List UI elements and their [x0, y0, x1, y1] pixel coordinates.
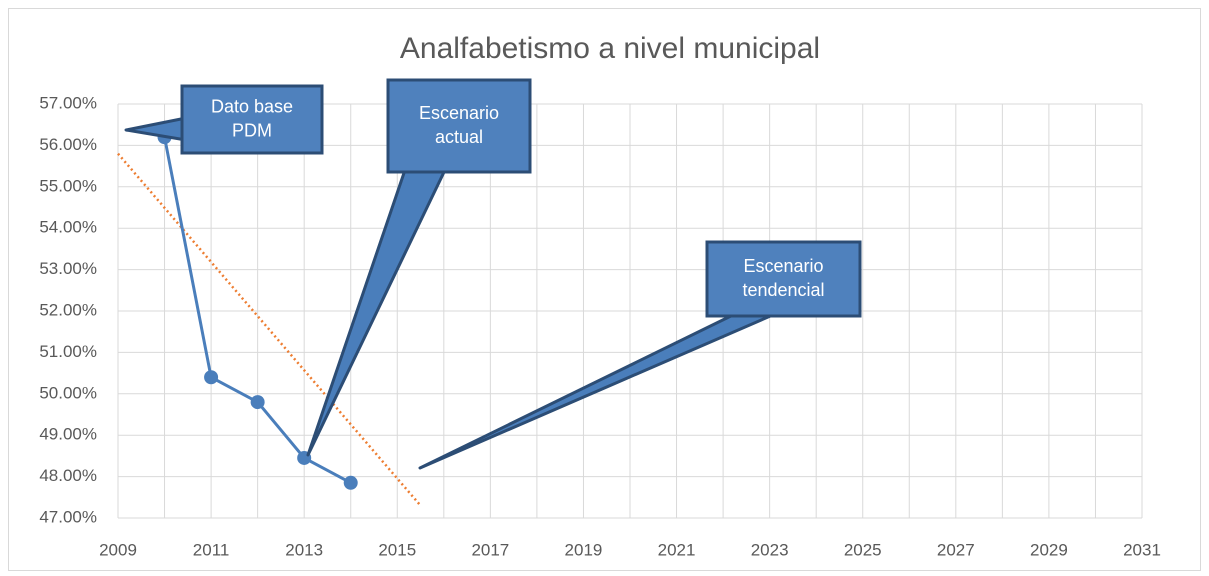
x-tick-label: 2029	[1030, 540, 1068, 559]
callouts: Dato base PDM Escenario actual Escenario tend…	[124, 78, 862, 470]
callout-text: Escenario	[743, 256, 823, 276]
data-point	[204, 370, 219, 385]
y-tick-label: 56.00%	[39, 135, 97, 154]
callout-box	[705, 240, 862, 318]
callout-box	[180, 84, 324, 155]
callout-text: tendencial	[742, 280, 824, 300]
x-tick-label: 2023	[751, 540, 789, 559]
y-tick-label: 55.00%	[39, 176, 97, 195]
y-tick-label: 50.00%	[39, 383, 97, 402]
callout: Escenario actual	[306, 78, 532, 457]
trendline	[117, 152, 422, 507]
x-tick-label: 2031	[1123, 540, 1161, 559]
x-tick-label: 2017	[471, 540, 509, 559]
x-tick-label: 2027	[937, 540, 975, 559]
x-tick-label: 2015	[378, 540, 416, 559]
grid: 47.00% 48.00% 49.00% 50.00% 51.00% 52.00% 53.0…	[39, 93, 1161, 559]
y-tick-label: 57.00%	[39, 93, 97, 112]
chart-title: Analfabetismo a nivel municipal	[400, 32, 820, 65]
y-tick-label: 51.00%	[39, 342, 97, 361]
callout-text: Dato base	[211, 96, 293, 116]
data-point	[343, 475, 358, 490]
y-tick-label: 49.00%	[39, 425, 97, 444]
callout-box	[386, 78, 532, 174]
x-tick-label: 2009	[99, 540, 137, 559]
y-tick-label: 52.00%	[39, 300, 97, 319]
x-tick-label: 2021	[658, 540, 696, 559]
callout-text: Escenario	[419, 103, 499, 123]
y-tick-label: 53.00%	[39, 259, 97, 278]
x-tick-label: 2019	[565, 540, 603, 559]
x-tick-label: 2011	[193, 540, 230, 559]
callout: Escenario tendencial	[418, 240, 862, 470]
y-tick-label: 48.00%	[39, 466, 97, 485]
x-tick-label: 2025	[844, 540, 882, 559]
callout-text: actual	[435, 127, 483, 147]
callout: Dato base PDM	[124, 84, 324, 155]
callout-text: PDM	[232, 120, 272, 140]
y-tick-label: 54.00%	[39, 218, 97, 237]
data-point	[250, 395, 265, 410]
y-tick-label: 47.00%	[39, 507, 97, 526]
x-tick-label: 2013	[285, 540, 323, 559]
